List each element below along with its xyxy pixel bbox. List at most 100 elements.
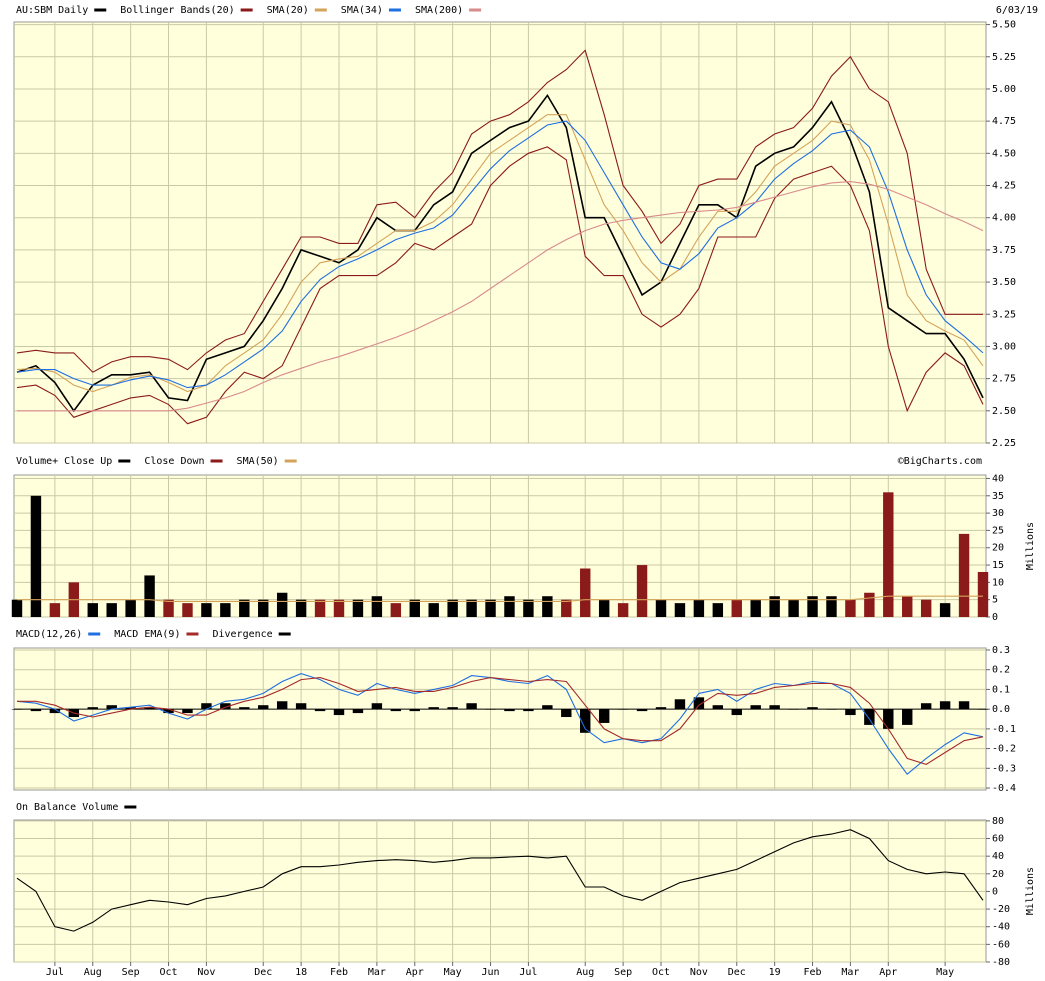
y-tick-label: 0.0 [992, 704, 1010, 715]
bar [239, 707, 250, 710]
bar [11, 599, 23, 617]
bar [485, 599, 496, 617]
bar [49, 603, 61, 617]
legend-swatch [124, 805, 137, 809]
y-tick-label: 5.50 [992, 20, 1016, 31]
x-tick-label: Jun [481, 967, 499, 978]
legend-label: SMA(34) [341, 5, 383, 16]
y-tick-label: 0 [992, 612, 998, 623]
y-tick-label: 0.1 [992, 684, 1010, 695]
y-tick-label: 4.25 [992, 181, 1016, 192]
bar [561, 709, 572, 718]
y-tick-label: 4.00 [992, 213, 1016, 224]
bar [49, 709, 61, 714]
y-tick-label: 30 [992, 508, 1004, 519]
legend-label: SMA(200) [415, 5, 463, 16]
legend-label: Close Down [144, 456, 204, 467]
legend-label: Bollinger Bands(20) [120, 5, 234, 16]
bar [883, 492, 894, 617]
bar [617, 603, 629, 617]
legend-swatch [186, 632, 199, 636]
x-tick-label: Jul [46, 967, 64, 978]
y-tick-label: 3.50 [992, 277, 1016, 288]
bar [333, 709, 345, 716]
bar [580, 568, 591, 617]
bar [11, 709, 23, 710]
bar [693, 697, 705, 710]
bar [655, 599, 667, 617]
y-tick-label: 2.75 [992, 374, 1016, 385]
x-tick-label: Oct [652, 967, 670, 978]
bar [636, 709, 648, 712]
bar [883, 709, 894, 729]
bar [144, 707, 155, 710]
x-tick-label: Feb [330, 967, 348, 978]
y-tick-label: 20 [992, 543, 1004, 554]
bar [674, 699, 686, 710]
y-tick-label: 3.75 [992, 245, 1016, 256]
legend-swatch [278, 632, 291, 636]
bar [598, 599, 610, 617]
series-line [16, 673, 984, 775]
x-tick-label: Sep [122, 967, 140, 978]
bar [30, 709, 42, 712]
legend-label: On Balance Volume [16, 802, 118, 813]
x-tick-label: 18 [295, 967, 307, 978]
y-tick-label: 40 [992, 473, 1004, 484]
bar [902, 596, 913, 617]
legend-swatch [284, 459, 297, 463]
bar [598, 709, 610, 723]
y-tick-label: 4.75 [992, 116, 1016, 127]
legend-label: MACD(12,26) [16, 629, 82, 640]
bar [958, 533, 970, 617]
bar [352, 709, 364, 714]
bar [864, 592, 875, 617]
series-line [16, 829, 984, 932]
legend-swatch [240, 8, 253, 12]
bar [182, 709, 193, 714]
bar [182, 603, 193, 617]
bar [220, 603, 231, 617]
bar [750, 705, 761, 710]
bar [769, 705, 780, 710]
series-line [17, 595, 983, 602]
bar [920, 599, 932, 617]
bar [826, 709, 837, 710]
y-tick-label: 35 [992, 491, 1004, 502]
y-tick-label: 0 [992, 886, 998, 897]
bar [542, 596, 553, 617]
x-tick-label: Apr [406, 967, 424, 978]
y-tick-label: -0.3 [992, 763, 1016, 774]
bar [523, 599, 534, 617]
bar [201, 703, 212, 710]
plot-area [13, 21, 987, 444]
x-tick-label: May [444, 967, 462, 978]
bar [258, 599, 269, 617]
bar [807, 596, 818, 617]
x-tick-label: Aug [84, 967, 102, 978]
source-label: ©BigCharts.com [898, 456, 982, 467]
series-line [16, 49, 983, 373]
bar [390, 603, 402, 617]
bar [712, 603, 724, 617]
legend-swatch [388, 8, 401, 12]
y-tick-label: 10 [992, 577, 1004, 588]
series-line [17, 181, 984, 412]
plot-area [13, 647, 987, 791]
x-tick-label: Feb [803, 967, 821, 978]
x-tick-label: Sep [614, 967, 632, 978]
x-tick-label: Apr [879, 967, 897, 978]
bar [958, 701, 970, 710]
plot-area [13, 474, 987, 618]
bar [466, 599, 477, 617]
x-tick-label: Oct [159, 967, 177, 978]
bar [409, 599, 420, 617]
legend-swatch [314, 8, 327, 12]
y-tick-label: 4.50 [992, 148, 1016, 159]
x-tick-label: Jul [519, 967, 537, 978]
bar [87, 707, 98, 710]
bar [845, 709, 856, 716]
bar [314, 709, 326, 712]
legend-label: Volume+ Close Up [16, 456, 112, 467]
bar [371, 596, 383, 617]
